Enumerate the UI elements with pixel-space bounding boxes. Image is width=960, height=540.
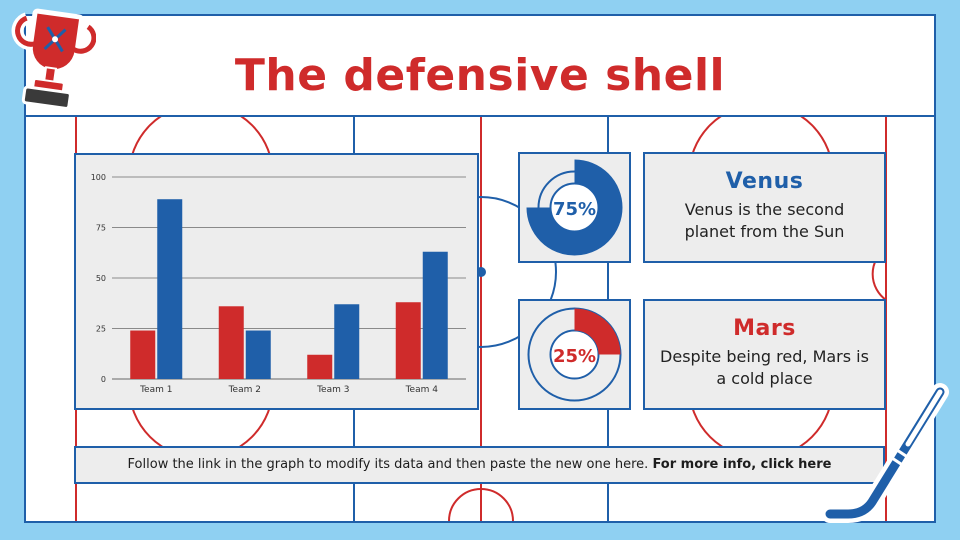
card-description: Despite being red, Mars is a cold place (660, 347, 869, 388)
stat-percent-label: 75% (553, 199, 596, 220)
bar-team-2-series-1 (218, 306, 244, 379)
bar-team-3-series-1 (307, 354, 333, 379)
more-info-link[interactable]: For more info, click here (652, 457, 832, 472)
bar-chart-panel[interactable]: 0 25 50 75 100 Team 1 Team 2 Team 3 Team 4 (74, 153, 479, 410)
bar-team-2-series-2 (245, 330, 271, 379)
bar-team-1-series-1 (130, 330, 156, 379)
chart-bars (130, 199, 448, 379)
info-card-mars: Mars Despite being red, Mars is a cold p… (643, 299, 886, 410)
y-tick-label: 100 (91, 173, 106, 182)
bar-team-1-series-2 (157, 199, 183, 379)
hockey-stick-icon (821, 383, 949, 523)
donut-chart-mars: 25% (527, 307, 622, 402)
trophy-icon (11, 8, 96, 110)
bar-team-3-series-2 (334, 304, 360, 379)
card-title: Mars (733, 316, 796, 341)
x-tick-label: Team 4 (405, 385, 439, 395)
chart-y-tick-labels: 0 25 50 75 100 (91, 173, 106, 384)
x-tick-label: Team 2 (228, 385, 261, 395)
footer-note: Follow the link in the graph to modify i… (74, 446, 885, 484)
y-tick-label: 25 (96, 325, 106, 334)
card-description: Venus is the second planet from the Sun (684, 200, 845, 241)
y-tick-label: 50 (96, 274, 106, 283)
slide-title: The defensive shell (234, 50, 726, 101)
stat-box-venus: 75% (518, 152, 631, 263)
donut-arc (573, 308, 621, 356)
donut-center (551, 331, 598, 378)
x-tick-label: Team 1 (139, 385, 172, 395)
y-tick-label: 0 (101, 375, 106, 384)
bar-chart[interactable]: 0 25 50 75 100 Team 1 Team 2 Team 3 Team 4 (76, 155, 477, 408)
donut-arc (526, 159, 623, 256)
stat-box-mars: 25% (518, 299, 631, 410)
card-title: Venus (725, 169, 804, 194)
info-card-venus: Venus Venus is the second planet from th… (643, 152, 886, 263)
title-band: The defensive shell (26, 16, 934, 117)
y-tick-label: 75 (96, 224, 106, 233)
x-tick-label: Team 3 (316, 385, 349, 395)
footer-text: Follow the link in the graph to modify i… (127, 457, 649, 472)
donut-center (549, 182, 600, 233)
bar-team-4-series-1 (395, 302, 421, 379)
bar-team-4-series-2 (422, 251, 448, 379)
chart-x-tick-labels: Team 1 Team 2 Team 3 Team 4 (139, 385, 438, 395)
donut-chart-venus: 75% (526, 159, 623, 256)
stat-percent-label: 25% (553, 346, 596, 367)
